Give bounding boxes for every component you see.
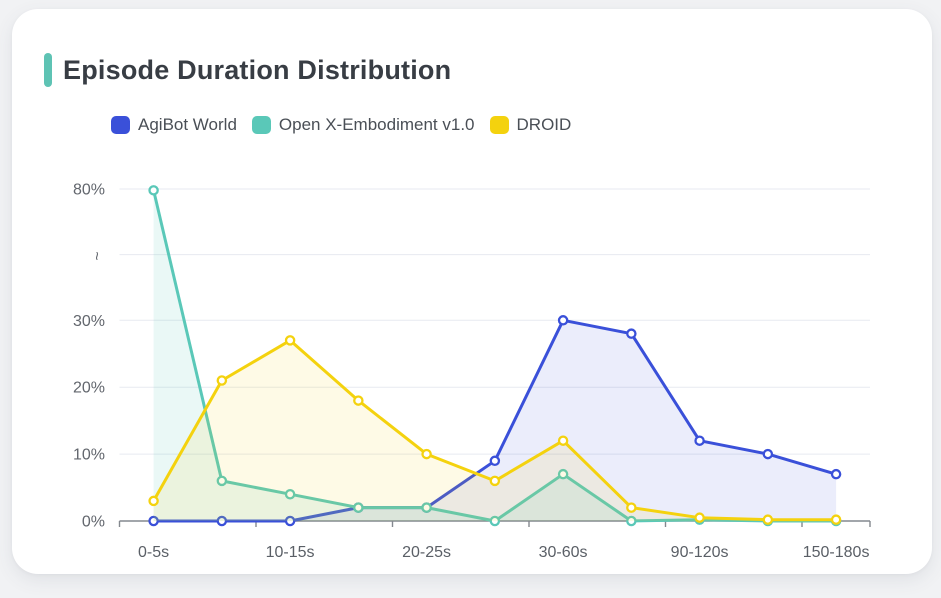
x-axis-label: 90-120s — [671, 544, 729, 561]
series-point-1 — [421, 502, 432, 513]
series-point-0 — [694, 435, 705, 446]
chart-legend: AgiBot World Open X-Embodiment v1.0 DROID — [111, 115, 586, 135]
legend-swatch-icon — [251, 116, 271, 134]
series-point-1 — [489, 515, 501, 527]
series-point-2 — [421, 448, 432, 460]
series-point-2 — [694, 512, 705, 523]
series-point-1 — [148, 185, 159, 196]
x-axis-label: 10-15s — [266, 544, 315, 561]
y-axis-label: 30% — [73, 313, 105, 330]
series-point-1 — [216, 475, 228, 487]
y-axis-label: ~ — [88, 251, 105, 260]
x-axis-label: 30-60s — [539, 544, 588, 561]
y-axis-label: 20% — [73, 380, 105, 397]
series-point-0 — [284, 515, 296, 527]
legend-item-1[interactable]: Open X-Embodiment v1.0 — [251, 115, 475, 135]
legend-label: DROID — [516, 115, 572, 134]
legend-swatch-icon — [111, 116, 130, 134]
series-area-2 — [153, 340, 837, 521]
chart-svg: 0% 10% 20% 30% ~80% 0-5s 10-15s 20-25s 30-60s 90-… — [73, 182, 871, 561]
title-row: Episode Duration Distribution — [44, 53, 451, 87]
chart-title: Episode Duration Distribution — [63, 54, 452, 85]
series-area-0 — [153, 320, 837, 521]
series-point-2 — [762, 514, 774, 525]
legend-item-0[interactable]: AgiBot World — [111, 115, 237, 135]
series-point-2 — [284, 335, 296, 346]
series-area-1 — [153, 190, 837, 522]
y-axis-label: 10% — [73, 447, 105, 464]
series-point-1 — [626, 515, 637, 527]
series-point-2 — [353, 395, 364, 406]
chart-card: Episode Duration Distribution AgiBot Wor… — [12, 9, 932, 574]
legend-label: AgiBot World — [138, 115, 237, 134]
title-accent-bar — [44, 53, 52, 87]
x-axis-label: 20-25s — [402, 544, 451, 561]
legend-item-2[interactable]: DROID — [489, 115, 572, 135]
series-point-0 — [830, 468, 842, 480]
y-axis-label: 0% — [82, 514, 105, 531]
legend-swatch-icon — [489, 116, 509, 134]
series-point-0 — [762, 448, 774, 460]
series-point-0 — [148, 515, 159, 527]
y-axis-label: 80% — [73, 182, 105, 199]
series-point-2 — [489, 475, 501, 487]
series-point-1 — [284, 488, 296, 500]
series-point-0 — [557, 315, 569, 326]
series-point-1 — [353, 502, 364, 513]
legend-label: Open X-Embodiment v1.0 — [278, 115, 475, 134]
series-point-2 — [557, 435, 569, 446]
x-axis-label: 0-5s — [138, 544, 169, 561]
x-axis-label: 150-180s — [803, 544, 870, 561]
series-point-0 — [489, 455, 501, 467]
series-point-2 — [216, 375, 228, 386]
series-point-2 — [148, 495, 159, 507]
series-point-0 — [216, 515, 228, 527]
series-point-1 — [557, 468, 569, 480]
series-point-2 — [830, 514, 842, 525]
series-point-2 — [626, 502, 637, 513]
series-point-0 — [626, 328, 637, 339]
